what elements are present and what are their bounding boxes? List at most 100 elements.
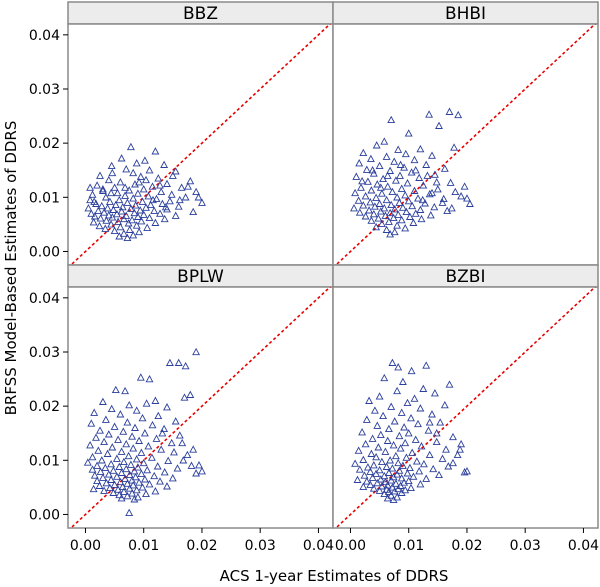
data-point	[391, 451, 400, 460]
data-point	[110, 422, 119, 430]
data-point	[430, 170, 439, 178]
data-point	[103, 203, 112, 212]
data-point	[416, 144, 425, 153]
data-point	[445, 380, 454, 388]
data-point	[384, 468, 393, 476]
data-point	[98, 397, 107, 405]
data-point	[428, 151, 436, 159]
data-point	[147, 453, 156, 461]
data-point	[183, 450, 192, 459]
data-point	[395, 431, 404, 440]
data-point	[370, 202, 379, 210]
data-point	[86, 183, 95, 191]
data-point	[401, 149, 410, 158]
data-point	[402, 453, 411, 461]
data-point	[414, 419, 422, 428]
data-point	[121, 191, 130, 199]
data-point	[457, 192, 466, 200]
data-point	[122, 211, 131, 219]
data-point	[115, 232, 124, 240]
data-point	[165, 196, 174, 205]
data-point	[117, 154, 126, 162]
data-point	[138, 483, 147, 491]
data-point	[355, 159, 364, 167]
data-point	[90, 408, 99, 416]
data-point	[87, 419, 96, 427]
data-point	[419, 459, 428, 468]
data-point	[175, 195, 184, 204]
data-point	[107, 161, 116, 170]
data-point	[95, 221, 104, 230]
data-point	[137, 448, 146, 456]
data-point	[394, 210, 403, 218]
data-point	[353, 475, 362, 483]
y-tick-label: 0.00	[29, 507, 60, 523]
data-point	[376, 430, 385, 439]
data-point	[397, 474, 406, 482]
data-point	[460, 468, 469, 476]
data-point	[142, 203, 150, 211]
data-point	[137, 469, 146, 478]
data-point	[351, 459, 360, 467]
data-point	[368, 434, 377, 442]
data-point	[350, 203, 358, 212]
data-point	[387, 200, 396, 209]
data-point	[407, 366, 416, 375]
data-point	[368, 166, 377, 174]
data-point	[96, 171, 104, 179]
data-point	[361, 212, 370, 220]
data-point	[100, 437, 109, 446]
data-point	[377, 457, 386, 466]
data-point	[113, 188, 122, 197]
x-tick-label: 0.00	[70, 538, 101, 554]
data-point	[144, 442, 153, 450]
data-point	[374, 214, 383, 222]
y-tick-label: 0.04	[29, 291, 60, 307]
data-point	[401, 438, 410, 447]
data-point	[135, 436, 144, 444]
data-point	[438, 198, 447, 206]
data-point	[98, 186, 107, 194]
data-point	[372, 452, 381, 461]
data-point	[136, 206, 145, 214]
data-point	[151, 218, 160, 226]
data-point	[438, 454, 447, 462]
data-point	[90, 197, 99, 205]
data-point	[380, 489, 389, 498]
data-point	[394, 363, 403, 371]
data-point	[119, 457, 128, 466]
data-point	[125, 225, 134, 233]
data-point	[145, 213, 154, 222]
data-point	[156, 477, 164, 485]
data-point	[108, 168, 117, 177]
data-point	[422, 361, 431, 369]
data-point	[160, 424, 169, 433]
data-point	[390, 417, 399, 425]
data-point	[417, 442, 426, 450]
data-point	[110, 183, 119, 191]
data-point	[391, 479, 400, 487]
data-point	[362, 165, 371, 173]
data-point	[388, 483, 397, 491]
data-point	[122, 439, 131, 448]
data-point	[129, 168, 138, 177]
data-point	[375, 486, 384, 494]
data-point	[401, 190, 410, 199]
data-point	[181, 193, 190, 201]
data-point	[453, 450, 462, 459]
data-point	[382, 225, 391, 233]
data-point	[132, 406, 141, 414]
y-tick-label: 0.01	[29, 453, 60, 469]
y-tick-label: 0.02	[29, 399, 60, 415]
data-point	[368, 473, 377, 481]
data-point	[352, 172, 361, 180]
data-point	[376, 183, 385, 191]
data-point	[415, 466, 424, 475]
data-point	[115, 462, 124, 470]
data-point	[465, 199, 474, 207]
data-point	[411, 209, 420, 217]
data-point	[357, 183, 365, 191]
data-point	[154, 174, 163, 182]
x-tick-label: 0.00	[335, 538, 366, 554]
data-point	[419, 181, 428, 189]
